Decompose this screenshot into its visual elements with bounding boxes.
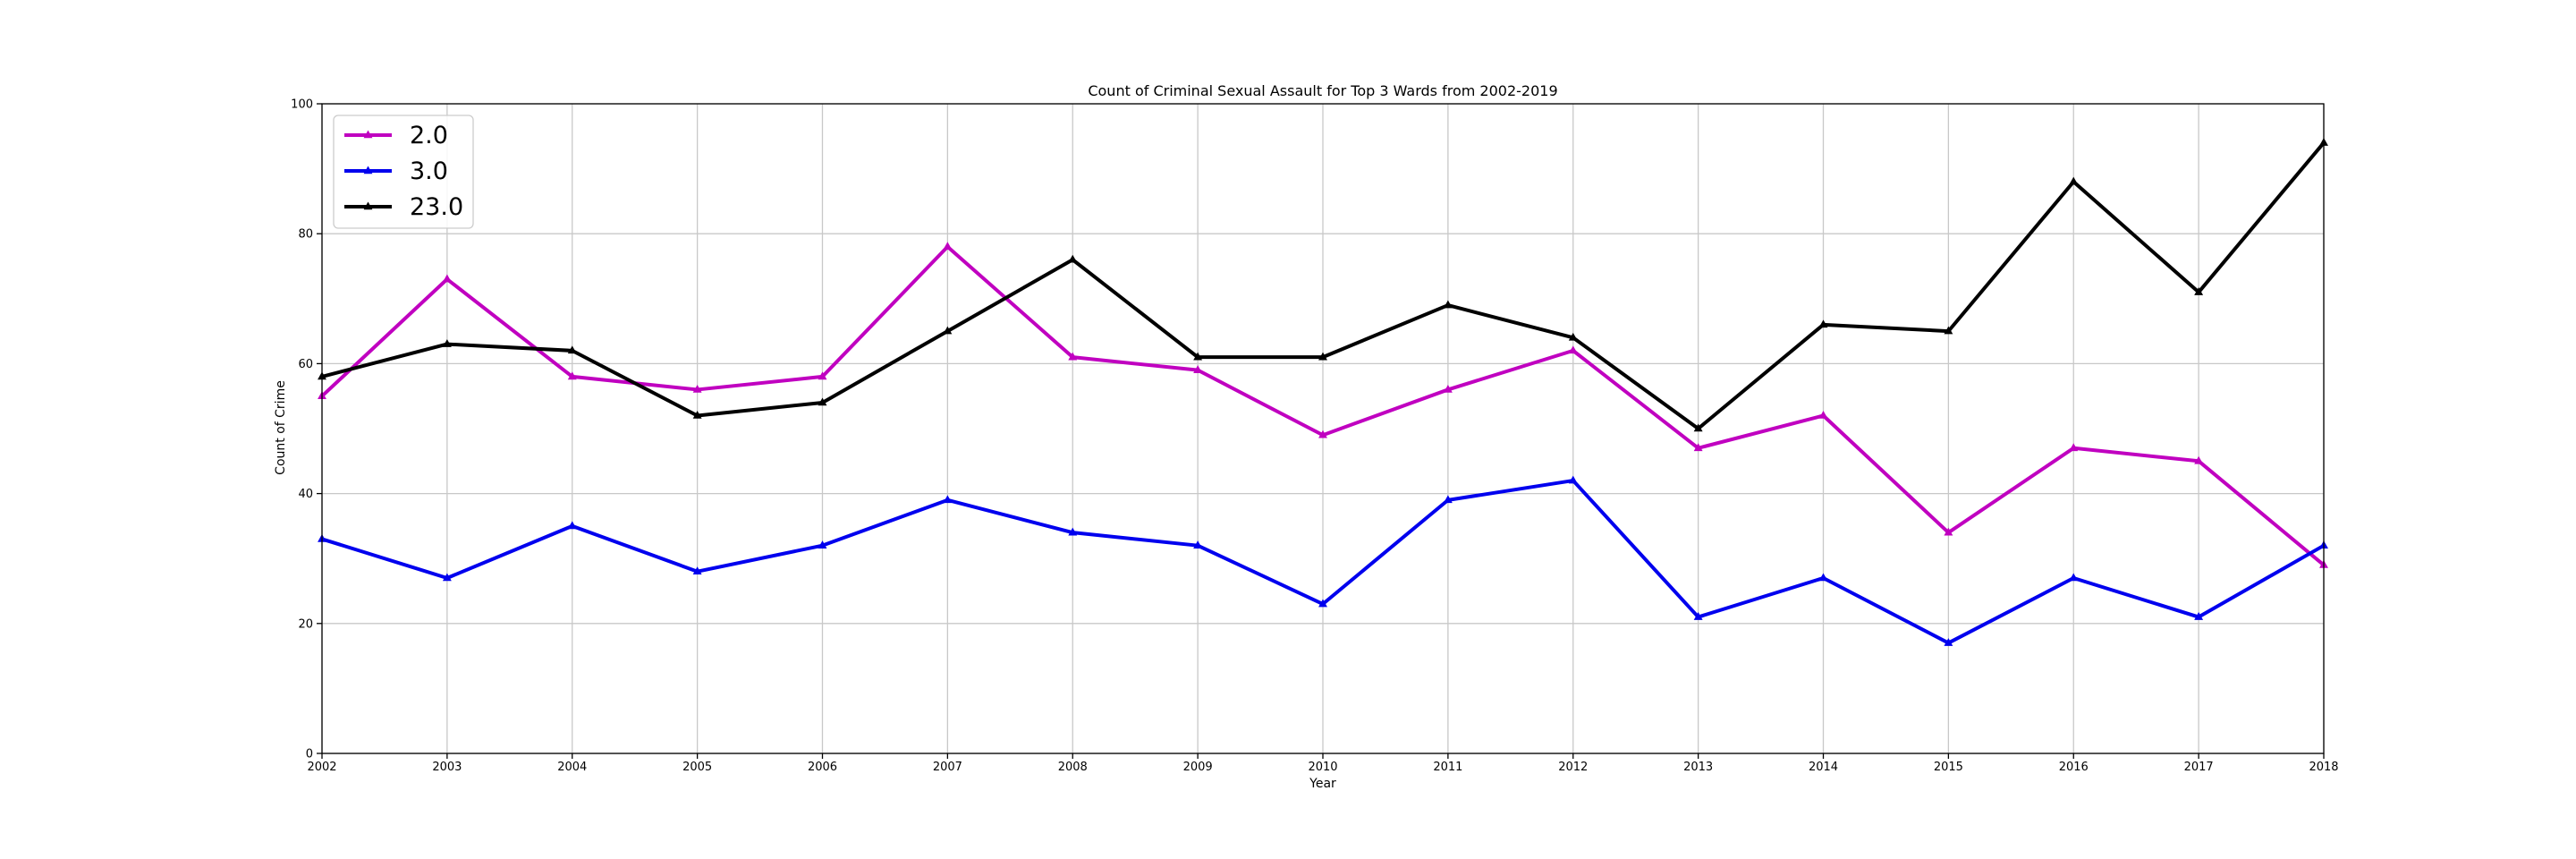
y-axis-ticks: 0 20 40 60 80 100 — [291, 98, 322, 761]
data-point-marker — [1944, 326, 1953, 335]
data-point-marker — [1318, 599, 1327, 608]
data-point-marker — [1318, 352, 1327, 361]
data-point-marker — [1693, 612, 1703, 620]
legend-label: 23.0 — [410, 193, 463, 221]
data-point-marker — [1568, 332, 1578, 341]
x-axis-title: Year — [1309, 777, 1336, 791]
y-tick-label: 0 — [306, 748, 313, 761]
data-point-marker — [692, 410, 702, 419]
data-point-marker — [692, 384, 702, 393]
data-point-marker — [818, 540, 827, 549]
x-tick-label: 2006 — [808, 761, 837, 774]
legend: 2.0 3.0 23.0 — [333, 115, 474, 229]
data-point-marker — [1193, 365, 1203, 373]
x-tick-label: 2002 — [307, 761, 336, 774]
data-point-marker — [567, 371, 577, 380]
x-tick-label: 2003 — [432, 761, 462, 774]
x-tick-label: 2014 — [1809, 761, 1838, 774]
data-point-marker — [692, 566, 702, 575]
legend-marker — [363, 166, 373, 174]
data-point-marker — [442, 339, 452, 347]
data-point-marker — [943, 242, 953, 251]
data-point-marker — [1693, 423, 1703, 432]
data-point-marker — [442, 573, 452, 582]
chart-title: Count of Criminal Sexual Assault for Top… — [1088, 82, 1557, 99]
x-tick-label: 2009 — [1183, 761, 1213, 774]
y-tick-label: 20 — [298, 617, 313, 631]
data-point-marker — [2194, 287, 2204, 295]
legend-label: 3.0 — [410, 157, 448, 185]
data-point-marker — [1818, 573, 1828, 582]
legend-item: 2.0 — [344, 122, 448, 149]
x-tick-label: 2005 — [682, 761, 712, 774]
data-point-marker — [1068, 352, 1078, 361]
x-tick-label: 2011 — [1433, 761, 1462, 774]
series-2.0 — [318, 242, 2328, 568]
data-point-marker — [2069, 443, 2079, 452]
data-point-marker — [1944, 527, 1953, 536]
data-point-marker — [1568, 475, 1578, 484]
y-axis-title: Count of Crime — [274, 380, 288, 475]
legend-item: 3.0 — [344, 157, 448, 185]
legend-marker — [363, 201, 373, 210]
data-point-marker — [1068, 254, 1078, 263]
x-tick-label: 2007 — [933, 761, 962, 774]
legend-marker — [363, 130, 373, 139]
legend-label: 2.0 — [410, 122, 448, 149]
data-point-marker — [1318, 430, 1327, 438]
x-tick-label: 2018 — [2309, 761, 2338, 774]
legend-item: 23.0 — [344, 193, 463, 221]
x-tick-label: 2013 — [1683, 761, 1713, 774]
x-tick-label: 2008 — [1058, 761, 1088, 774]
y-tick-label: 100 — [291, 98, 313, 112]
series-lines — [318, 138, 2328, 646]
data-point-marker — [2194, 455, 2204, 464]
data-point-marker — [1193, 540, 1203, 549]
data-point-marker — [1944, 638, 1953, 646]
data-point-marker — [442, 274, 452, 283]
data-point-marker — [1443, 495, 1453, 504]
data-point-marker — [1068, 527, 1078, 536]
x-tick-label: 2012 — [1558, 761, 1588, 774]
x-tick-label: 2016 — [2059, 761, 2089, 774]
y-tick-label: 40 — [298, 488, 313, 501]
data-point-marker — [1568, 345, 1578, 354]
data-point-marker — [1818, 319, 1828, 328]
data-point-marker — [2194, 612, 2204, 620]
data-point-marker — [1193, 352, 1203, 361]
data-point-marker — [943, 326, 953, 335]
data-point-marker — [2069, 573, 2079, 582]
grid-lines — [321, 103, 2325, 754]
data-point-marker — [1443, 384, 1453, 393]
data-point-marker — [818, 371, 827, 380]
data-point-marker — [567, 345, 577, 354]
data-point-marker — [1443, 300, 1453, 309]
data-point-marker — [1818, 410, 1828, 419]
data-point-marker — [567, 521, 577, 530]
legend-box — [333, 115, 474, 229]
y-tick-label: 80 — [298, 228, 313, 242]
series-23.0 — [318, 138, 2328, 432]
x-tick-label: 2015 — [1934, 761, 1963, 774]
x-tick-label: 2017 — [2184, 761, 2214, 774]
data-point-marker — [2069, 176, 2079, 185]
x-tick-label: 2010 — [1308, 761, 1337, 774]
data-point-marker — [1693, 443, 1703, 452]
x-tick-label: 2004 — [557, 761, 587, 774]
x-axis-ticks: 2002 2003 2004 2005 2006 2007 2008 2009 2010 2011… — [307, 753, 2339, 774]
data-point-marker — [818, 397, 827, 406]
data-point-marker — [943, 495, 953, 504]
y-tick-label: 60 — [298, 358, 313, 371]
